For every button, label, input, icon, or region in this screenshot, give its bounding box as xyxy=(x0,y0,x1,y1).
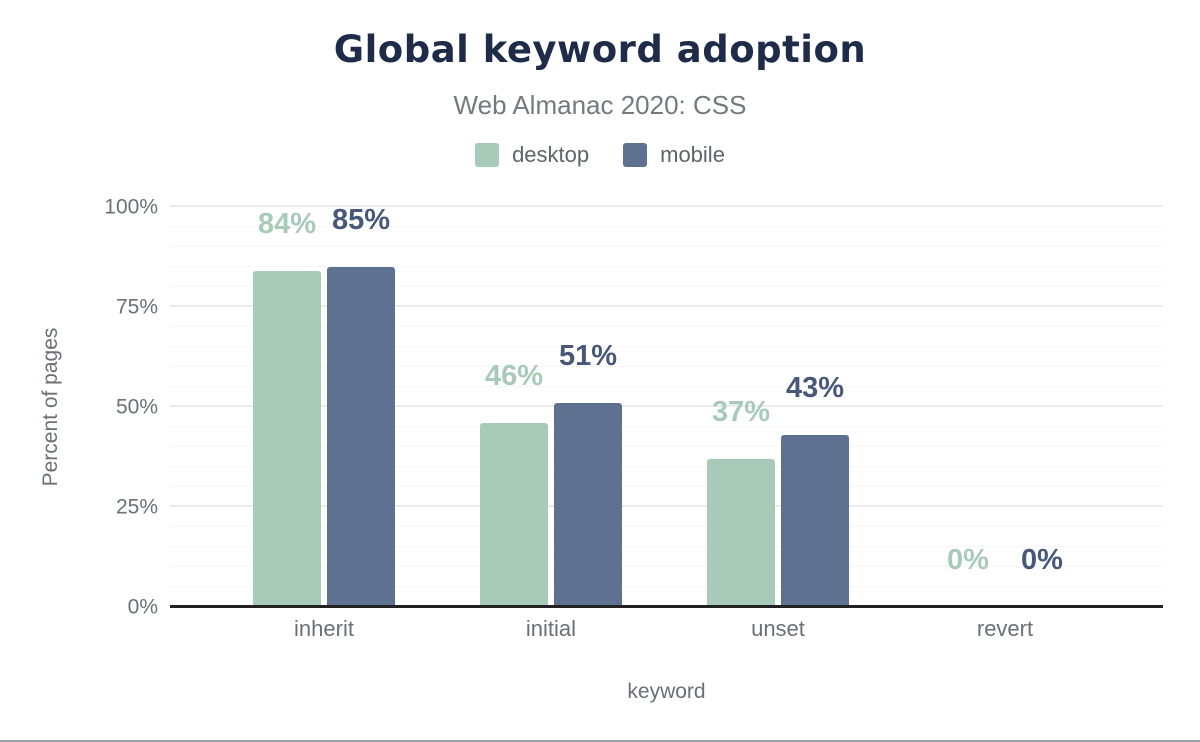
legend: desktop mobile xyxy=(0,142,1200,168)
minor-gridline xyxy=(170,326,1163,327)
minor-gridline xyxy=(170,226,1163,227)
legend-swatch-desktop xyxy=(475,143,500,167)
bar-value-label-desktop-unset: 37% xyxy=(711,396,771,428)
bar-value-label-desktop-initial: 46% xyxy=(484,360,544,392)
minor-gridline xyxy=(170,426,1163,427)
minor-gridline xyxy=(170,486,1163,487)
x-tick-label-unset: unset xyxy=(751,616,805,641)
bar-value-label-mobile-revert: 0% xyxy=(1021,544,1063,576)
y-axis-ticks: 0% 25% 50% 75% 100% xyxy=(0,197,158,618)
y-tick-label-50%: 50% xyxy=(115,395,158,419)
bar-desktop-unset[interactable] xyxy=(707,459,775,607)
major-gridline xyxy=(170,505,1163,507)
bar-desktop-initial[interactable] xyxy=(480,423,548,607)
legend-label-mobile: mobile xyxy=(660,142,725,167)
minor-gridline xyxy=(170,386,1163,387)
legend-label-desktop: desktop xyxy=(512,142,590,167)
chart-subtitle: Web Almanac 2020: CSS xyxy=(453,90,747,120)
x-tick-label-revert: revert xyxy=(976,616,1034,641)
y-tick-label-100%: 100% xyxy=(104,195,158,219)
bar-mobile-inherit[interactable] xyxy=(327,267,395,607)
x-axis-ticks: inherit initial unset revert xyxy=(170,618,1163,646)
bar-value-label-desktop-revert: 0% xyxy=(947,544,989,576)
x-axis-title: keyword xyxy=(627,680,706,703)
legend-item-desktop: desktop xyxy=(475,142,589,168)
minor-gridline xyxy=(170,246,1163,247)
minor-gridline xyxy=(170,346,1163,347)
major-gridline xyxy=(170,205,1163,207)
bar-mobile-unset[interactable] xyxy=(781,435,849,607)
bar-mobile-initial[interactable] xyxy=(554,403,622,607)
minor-gridline xyxy=(170,566,1163,567)
x-tick-label-initial: initial xyxy=(525,616,577,641)
bar-value-label-desktop-inherit: 84% xyxy=(257,208,317,240)
bar-value-label-mobile-initial: 51% xyxy=(558,340,618,372)
minor-gridline xyxy=(170,366,1163,367)
minor-gridline xyxy=(170,286,1163,287)
bar-value-label-mobile-unset: 43% xyxy=(785,372,845,404)
legend-item-mobile: mobile xyxy=(623,142,725,168)
y-tick-label-25%: 25% xyxy=(115,495,158,519)
minor-gridline xyxy=(170,446,1163,447)
legend-swatch-mobile xyxy=(623,143,648,167)
y-tick-label-0%: 0% xyxy=(127,595,158,619)
major-gridline xyxy=(170,305,1163,307)
x-axis-line xyxy=(170,605,1163,608)
bar-value-label-mobile-inherit: 85% xyxy=(331,204,391,236)
minor-gridline xyxy=(170,466,1163,467)
minor-gridline xyxy=(170,586,1163,587)
chart-title: Global keyword adoption xyxy=(333,28,867,71)
x-tick-label-inherit: inherit xyxy=(294,616,354,641)
minor-gridline xyxy=(170,546,1163,547)
plot-area: 84% 46% 37% 0% 85% 51% 43% 0% xyxy=(170,204,1163,608)
bar-desktop-inherit[interactable] xyxy=(253,271,321,607)
y-tick-label-75%: 75% xyxy=(115,295,158,319)
minor-gridline xyxy=(170,526,1163,527)
minor-gridline xyxy=(170,266,1163,267)
major-gridline xyxy=(170,405,1163,407)
